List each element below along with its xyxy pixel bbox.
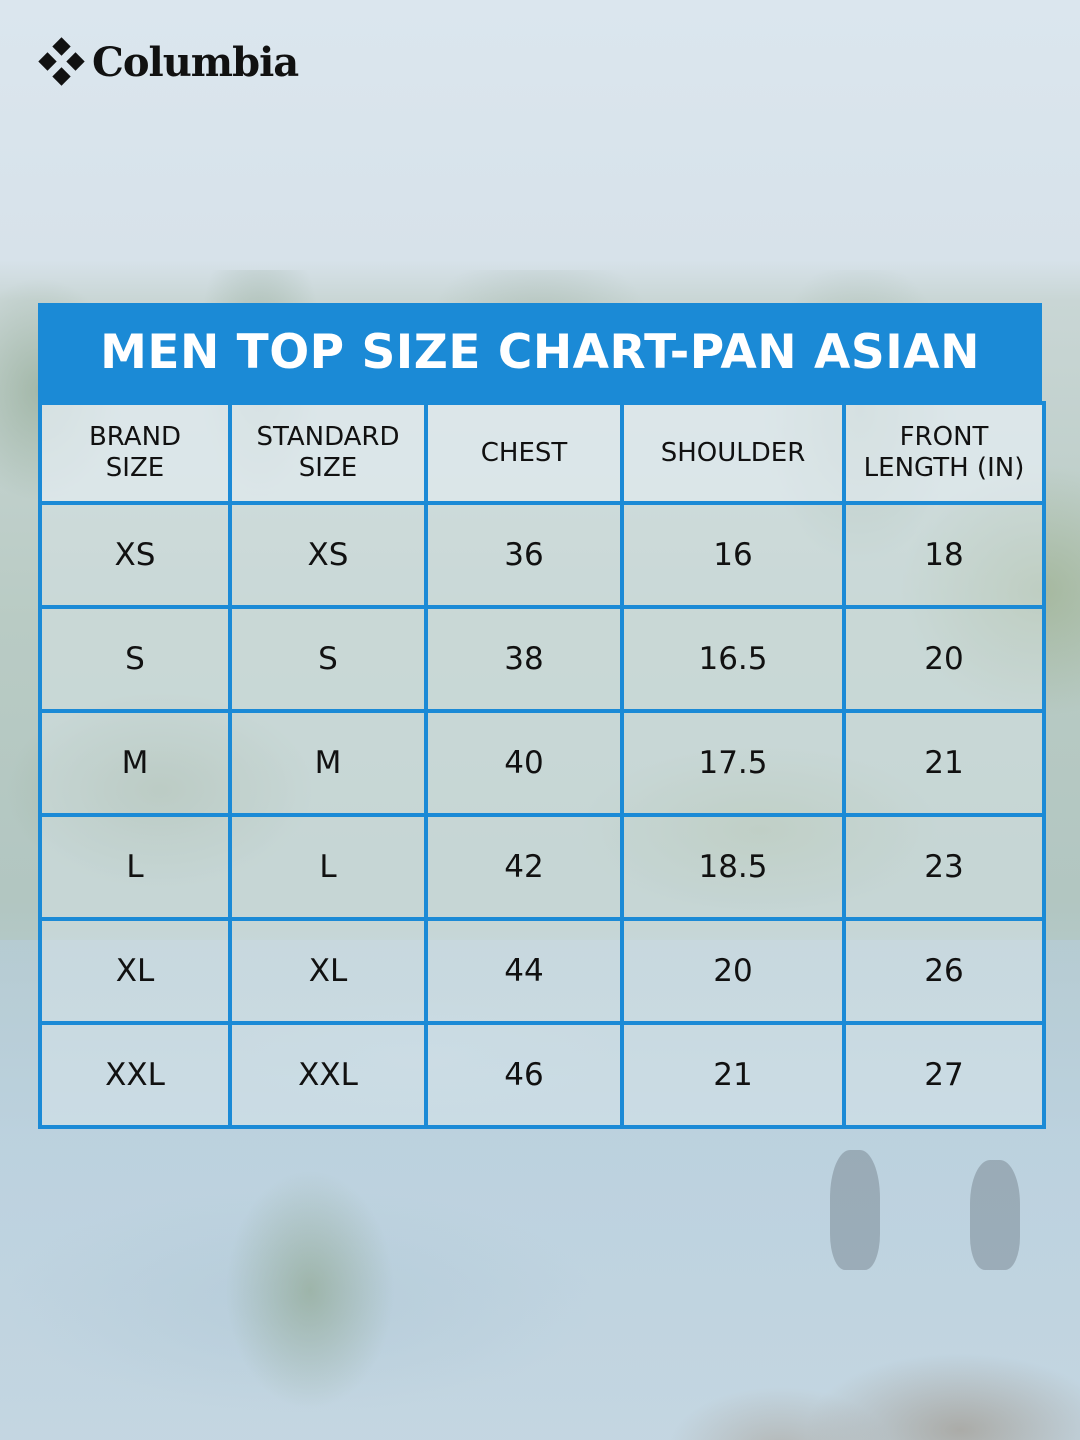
header-line: SIZE: [298, 453, 358, 483]
cell-brand-size: XS: [38, 501, 232, 609]
background-hikers: [800, 1140, 1060, 1340]
table-row: S S 38 16.5 20: [38, 605, 1046, 713]
header-front-length: FRONT LENGTH (IN): [842, 401, 1046, 505]
size-chart: MEN TOP SIZE CHART-PAN ASIAN BRAND SIZE …: [38, 303, 1046, 1129]
cell-brand-size: L: [38, 813, 232, 921]
header-line: LENGTH (IN): [863, 453, 1025, 483]
cell-standard-size: XXL: [228, 1021, 428, 1129]
cell-shoulder: 21: [620, 1021, 846, 1129]
cell-brand-size: M: [38, 709, 232, 817]
header-line: BRAND: [88, 422, 182, 452]
chart-title: MEN TOP SIZE CHART-PAN ASIAN: [38, 303, 1042, 401]
background-shrub: [180, 1100, 440, 1420]
header-line: STANDARD: [256, 422, 400, 452]
columbia-diamond-icon: [38, 37, 86, 86]
cell-chest: 38: [424, 605, 624, 713]
cell-chest: 42: [424, 813, 624, 921]
cell-chest: 44: [424, 917, 624, 1025]
header-line: SIZE: [105, 453, 165, 483]
cell-shoulder: 16: [620, 501, 846, 609]
cell-front-length: 21: [842, 709, 1046, 817]
header-chest: CHEST: [424, 401, 624, 505]
cell-standard-size: XS: [228, 501, 428, 609]
table-row: XXL XXL 46 21 27: [38, 1021, 1046, 1129]
table-row: M M 40 17.5 21: [38, 709, 1046, 817]
size-table: BRAND SIZE STANDARD SIZE CHEST SHOULDER …: [38, 401, 1046, 1129]
cell-chest: 36: [424, 501, 624, 609]
brand-logo: Columbia: [38, 37, 299, 86]
cell-front-length: 18: [842, 501, 1046, 609]
cell-brand-size: S: [38, 605, 232, 713]
header-standard-size: STANDARD SIZE: [228, 401, 428, 505]
cell-front-length: 23: [842, 813, 1046, 921]
table-row: XL XL 44 20 26: [38, 917, 1046, 1025]
cell-shoulder: 17.5: [620, 709, 846, 817]
cell-standard-size: S: [228, 605, 428, 713]
cell-standard-size: L: [228, 813, 428, 921]
cell-chest: 40: [424, 709, 624, 817]
cell-front-length: 27: [842, 1021, 1046, 1129]
table-header-row: BRAND SIZE STANDARD SIZE CHEST SHOULDER …: [38, 401, 1046, 505]
cell-shoulder: 16.5: [620, 605, 846, 713]
header-line: FRONT: [899, 422, 989, 452]
header-line: SHOULDER: [660, 437, 806, 468]
cell-brand-size: XXL: [38, 1021, 232, 1129]
brand-logo-text: Columbia: [92, 38, 299, 86]
table-row: L L 42 18.5 23: [38, 813, 1046, 921]
cell-standard-size: XL: [228, 917, 428, 1025]
cell-front-length: 20: [842, 605, 1046, 713]
header-line: CHEST: [480, 437, 568, 468]
table-row: XS XS 36 16 18: [38, 501, 1046, 609]
cell-chest: 46: [424, 1021, 624, 1129]
cell-shoulder: 20: [620, 917, 846, 1025]
background-rocks: [660, 1260, 1080, 1440]
cell-standard-size: M: [228, 709, 428, 817]
cell-front-length: 26: [842, 917, 1046, 1025]
cell-brand-size: XL: [38, 917, 232, 1025]
header-shoulder: SHOULDER: [620, 401, 846, 505]
header-brand-size: BRAND SIZE: [38, 401, 232, 505]
cell-shoulder: 18.5: [620, 813, 846, 921]
